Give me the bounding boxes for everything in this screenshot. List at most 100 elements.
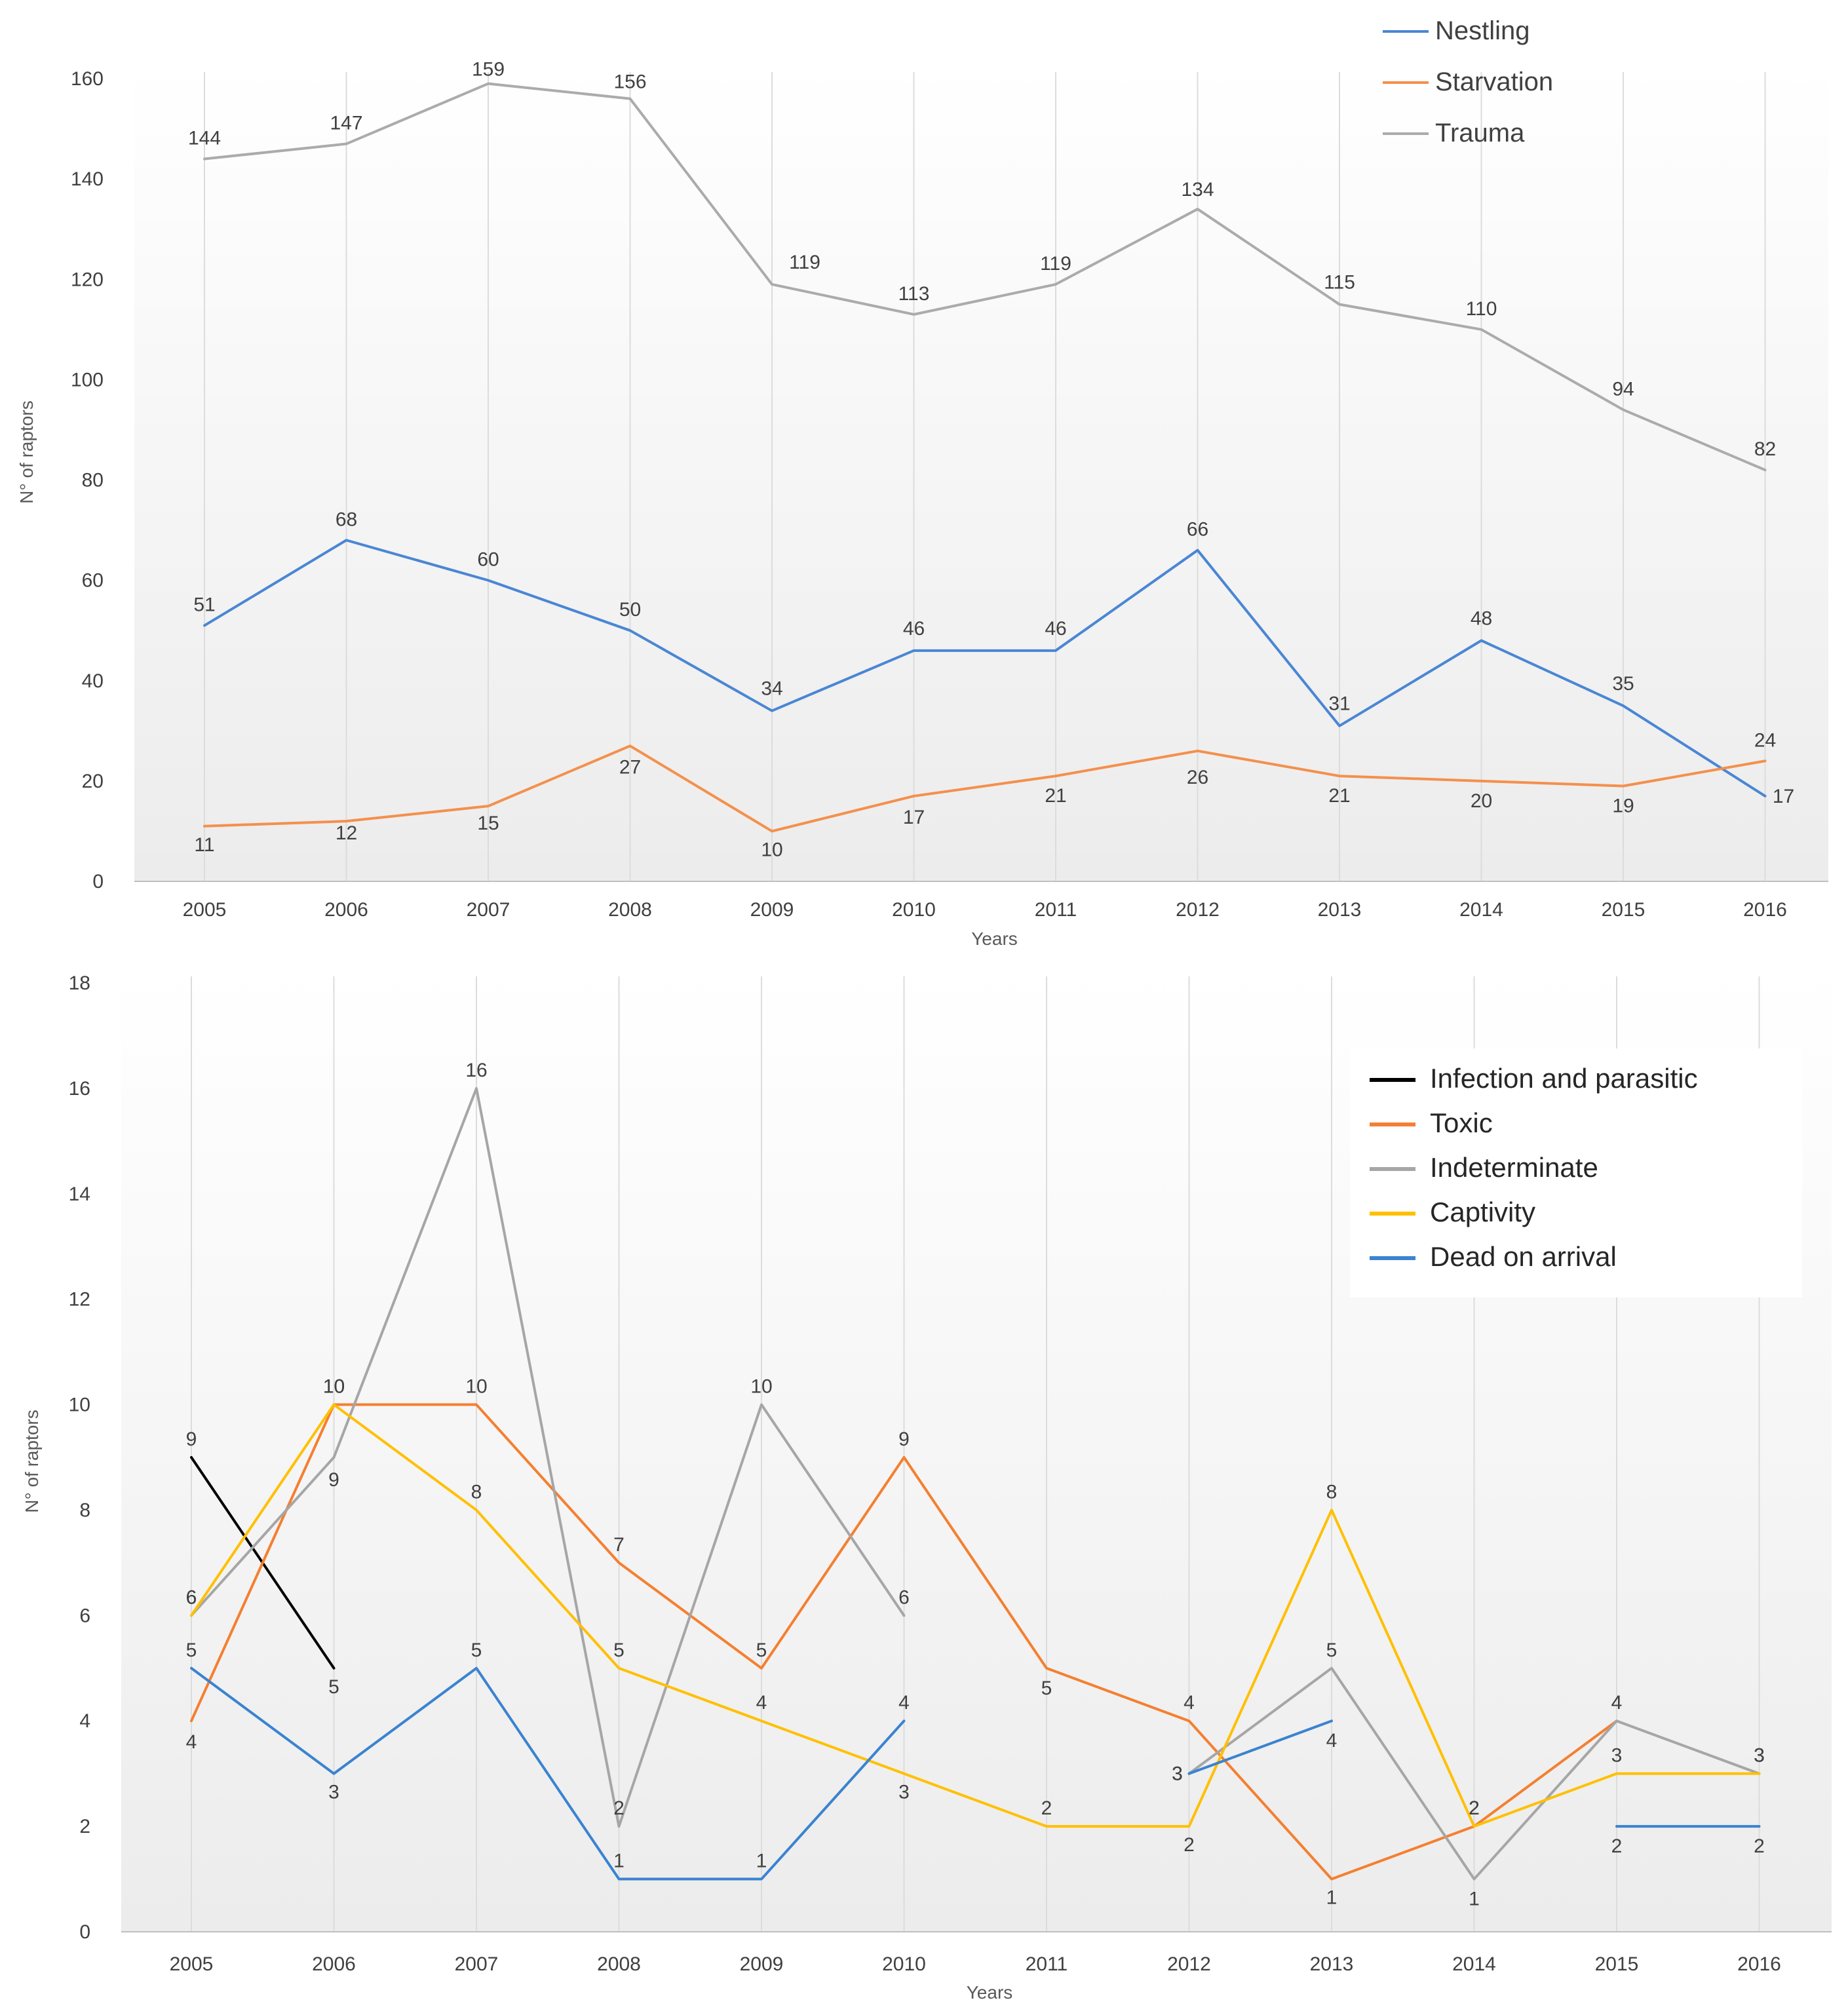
x-tick-label: 2015 [1602,899,1646,921]
data-label-starvation: 19 [1612,796,1634,817]
data-label-indeterminate: 3 [1754,1745,1765,1767]
y-tick-label: 6 [79,1605,90,1626]
data-label-nestling: 46 [1045,618,1066,640]
data-label-nestling: 68 [336,509,357,530]
x-tick-label: 2014 [1459,899,1503,921]
data-label-trauma: 119 [789,252,820,273]
nestling-starvation-trauma-chart: 0 20 40 60 80 100 120 140 160 2005 2006 2007 2008 200… [0,0,1848,957]
x-tick-label: 2009 [740,1953,784,1975]
x-tick-label: 2006 [324,899,368,921]
data-label-trauma: 144 [188,128,221,149]
x-axis-title: Years [971,929,1018,949]
other-causes-chart: 0 2 4 6 8 10 12 14 16 18 2005 2006 2007 2008 2009 2010 2… [0,957,1848,2015]
legend-label-nestling: Nestling [1435,16,1530,45]
data-label-captivity: 8 [1326,1481,1338,1503]
x-tick-label: 2008 [597,1953,641,1975]
x-axis-title: Years [967,1982,1013,2003]
data-label-toxic: 5 [1041,1678,1052,1699]
data-label-toxic: 2 [1469,1797,1480,1819]
data-label-nestling: 34 [761,678,782,700]
y-tick-label: 40 [82,670,104,692]
y-tick-label: 4 [79,1710,90,1732]
data-label-dead-on-arrival: 3 [1172,1763,1183,1785]
data-label-indeterminate: 9 [328,1469,339,1491]
y-axis-title: N° of raptors [22,1410,42,1512]
data-label-nestling: 51 [193,594,215,616]
data-label-starvation: 10 [761,839,782,860]
data-label-starvation: 26 [1187,767,1208,788]
legend-label-trauma: Trauma [1435,119,1525,147]
x-tick-label: 2012 [1176,899,1220,921]
x-tick-label: 2005 [170,1953,214,1975]
data-label-nestling: 60 [477,549,499,571]
data-label-dead-on-arrival: 5 [186,1640,197,1661]
data-label-dead-on-arrival: 2 [1611,1835,1623,1857]
plot-background [134,66,1828,881]
legend-background [1350,1048,1802,1297]
y-tick-label: 14 [69,1183,90,1205]
data-label-infection-and-parasitic: 5 [328,1676,339,1698]
x-tick-label: 2011 [1026,1953,1068,1975]
data-label-trauma: 119 [1040,253,1071,275]
data-label-dead-on-arrival: 3 [328,1782,339,1803]
data-label-toxic: 9 [898,1429,910,1450]
y-axis-title: N° of raptors [16,400,37,503]
data-label-toxic: 7 [613,1534,625,1556]
data-label-nestling: 46 [903,618,925,640]
legend-label-captivity: Captivity [1430,1197,1535,1227]
legend-label-toxic: Toxic [1430,1107,1493,1138]
data-label-captivity: 10 [323,1376,345,1398]
data-label-toxic: 4 [186,1731,197,1753]
data-label-starvation: 15 [477,813,499,834]
data-label-dead-on-arrival: 4 [1326,1730,1338,1752]
legend-label-infection-and-parasitic: Infection and parasitic [1430,1063,1698,1094]
y-tick-label: 120 [71,269,104,290]
x-tick-label: 2011 [1035,899,1077,921]
legend-label-starvation: Starvation [1435,67,1553,96]
data-label-captivity: 3 [1754,1745,1765,1767]
y-tick-label: 140 [71,168,104,190]
data-label-toxic: 1 [1326,1887,1338,1909]
data-label-infection-and-parasitic: 9 [186,1429,197,1450]
y-tick-label: 20 [82,771,104,792]
series-line-starvation [203,744,1767,833]
data-label-trauma: 115 [1324,272,1355,294]
data-label-nestling: 35 [1612,673,1634,695]
y-tick-label: 10 [69,1394,90,1416]
data-label-captivity: 4 [756,1692,767,1714]
x-tick-label: 2016 [1743,899,1787,921]
data-label-indeterminate: 2 [613,1797,625,1819]
x-tick-label: 2009 [750,899,794,921]
x-tick-label: 2016 [1737,1953,1781,1975]
data-label-indeterminate: 5 [1326,1640,1338,1661]
series-line-trauma [203,82,1767,472]
x-tick-label: 2013 [1310,1953,1354,1975]
data-label-toxic: 5 [756,1640,767,1661]
data-label-starvation: 24 [1754,729,1776,751]
data-label-starvation: 21 [1328,785,1350,807]
x-tick-label: 2007 [455,1953,499,1975]
data-label-indeterminate: 10 [750,1376,772,1398]
data-label-indeterminate: 6 [186,1586,197,1608]
data-label-dead-on-arrival: 4 [898,1692,910,1714]
x-tick-label: 2008 [608,899,652,921]
x-tick-label: 2007 [467,899,510,921]
data-label-toxic: 4 [1184,1692,1195,1714]
x-tick-label: 2014 [1452,1953,1496,1975]
data-label-captivity: 5 [613,1640,625,1661]
y-tick-label: 60 [82,570,104,592]
y-tick-label: 160 [71,68,104,90]
data-label-nestling: 66 [1187,519,1208,541]
legend-label-indeterminate: Indeterminate [1430,1152,1598,1183]
data-label-captivity: 3 [898,1782,910,1803]
data-label-starvation: 27 [619,756,641,778]
y-tick-label: 80 [82,470,104,491]
y-tick-label: 0 [92,871,104,892]
data-label-captivity: 2 [1469,1797,1480,1819]
series-line-dead-on-arrival [1187,1719,1333,1775]
data-label-trauma: 147 [330,113,362,134]
data-label-nestling: 48 [1471,608,1492,630]
x-tick-label: 2010 [882,1953,926,1975]
series-line-dead-on-arrival [190,1666,906,1881]
